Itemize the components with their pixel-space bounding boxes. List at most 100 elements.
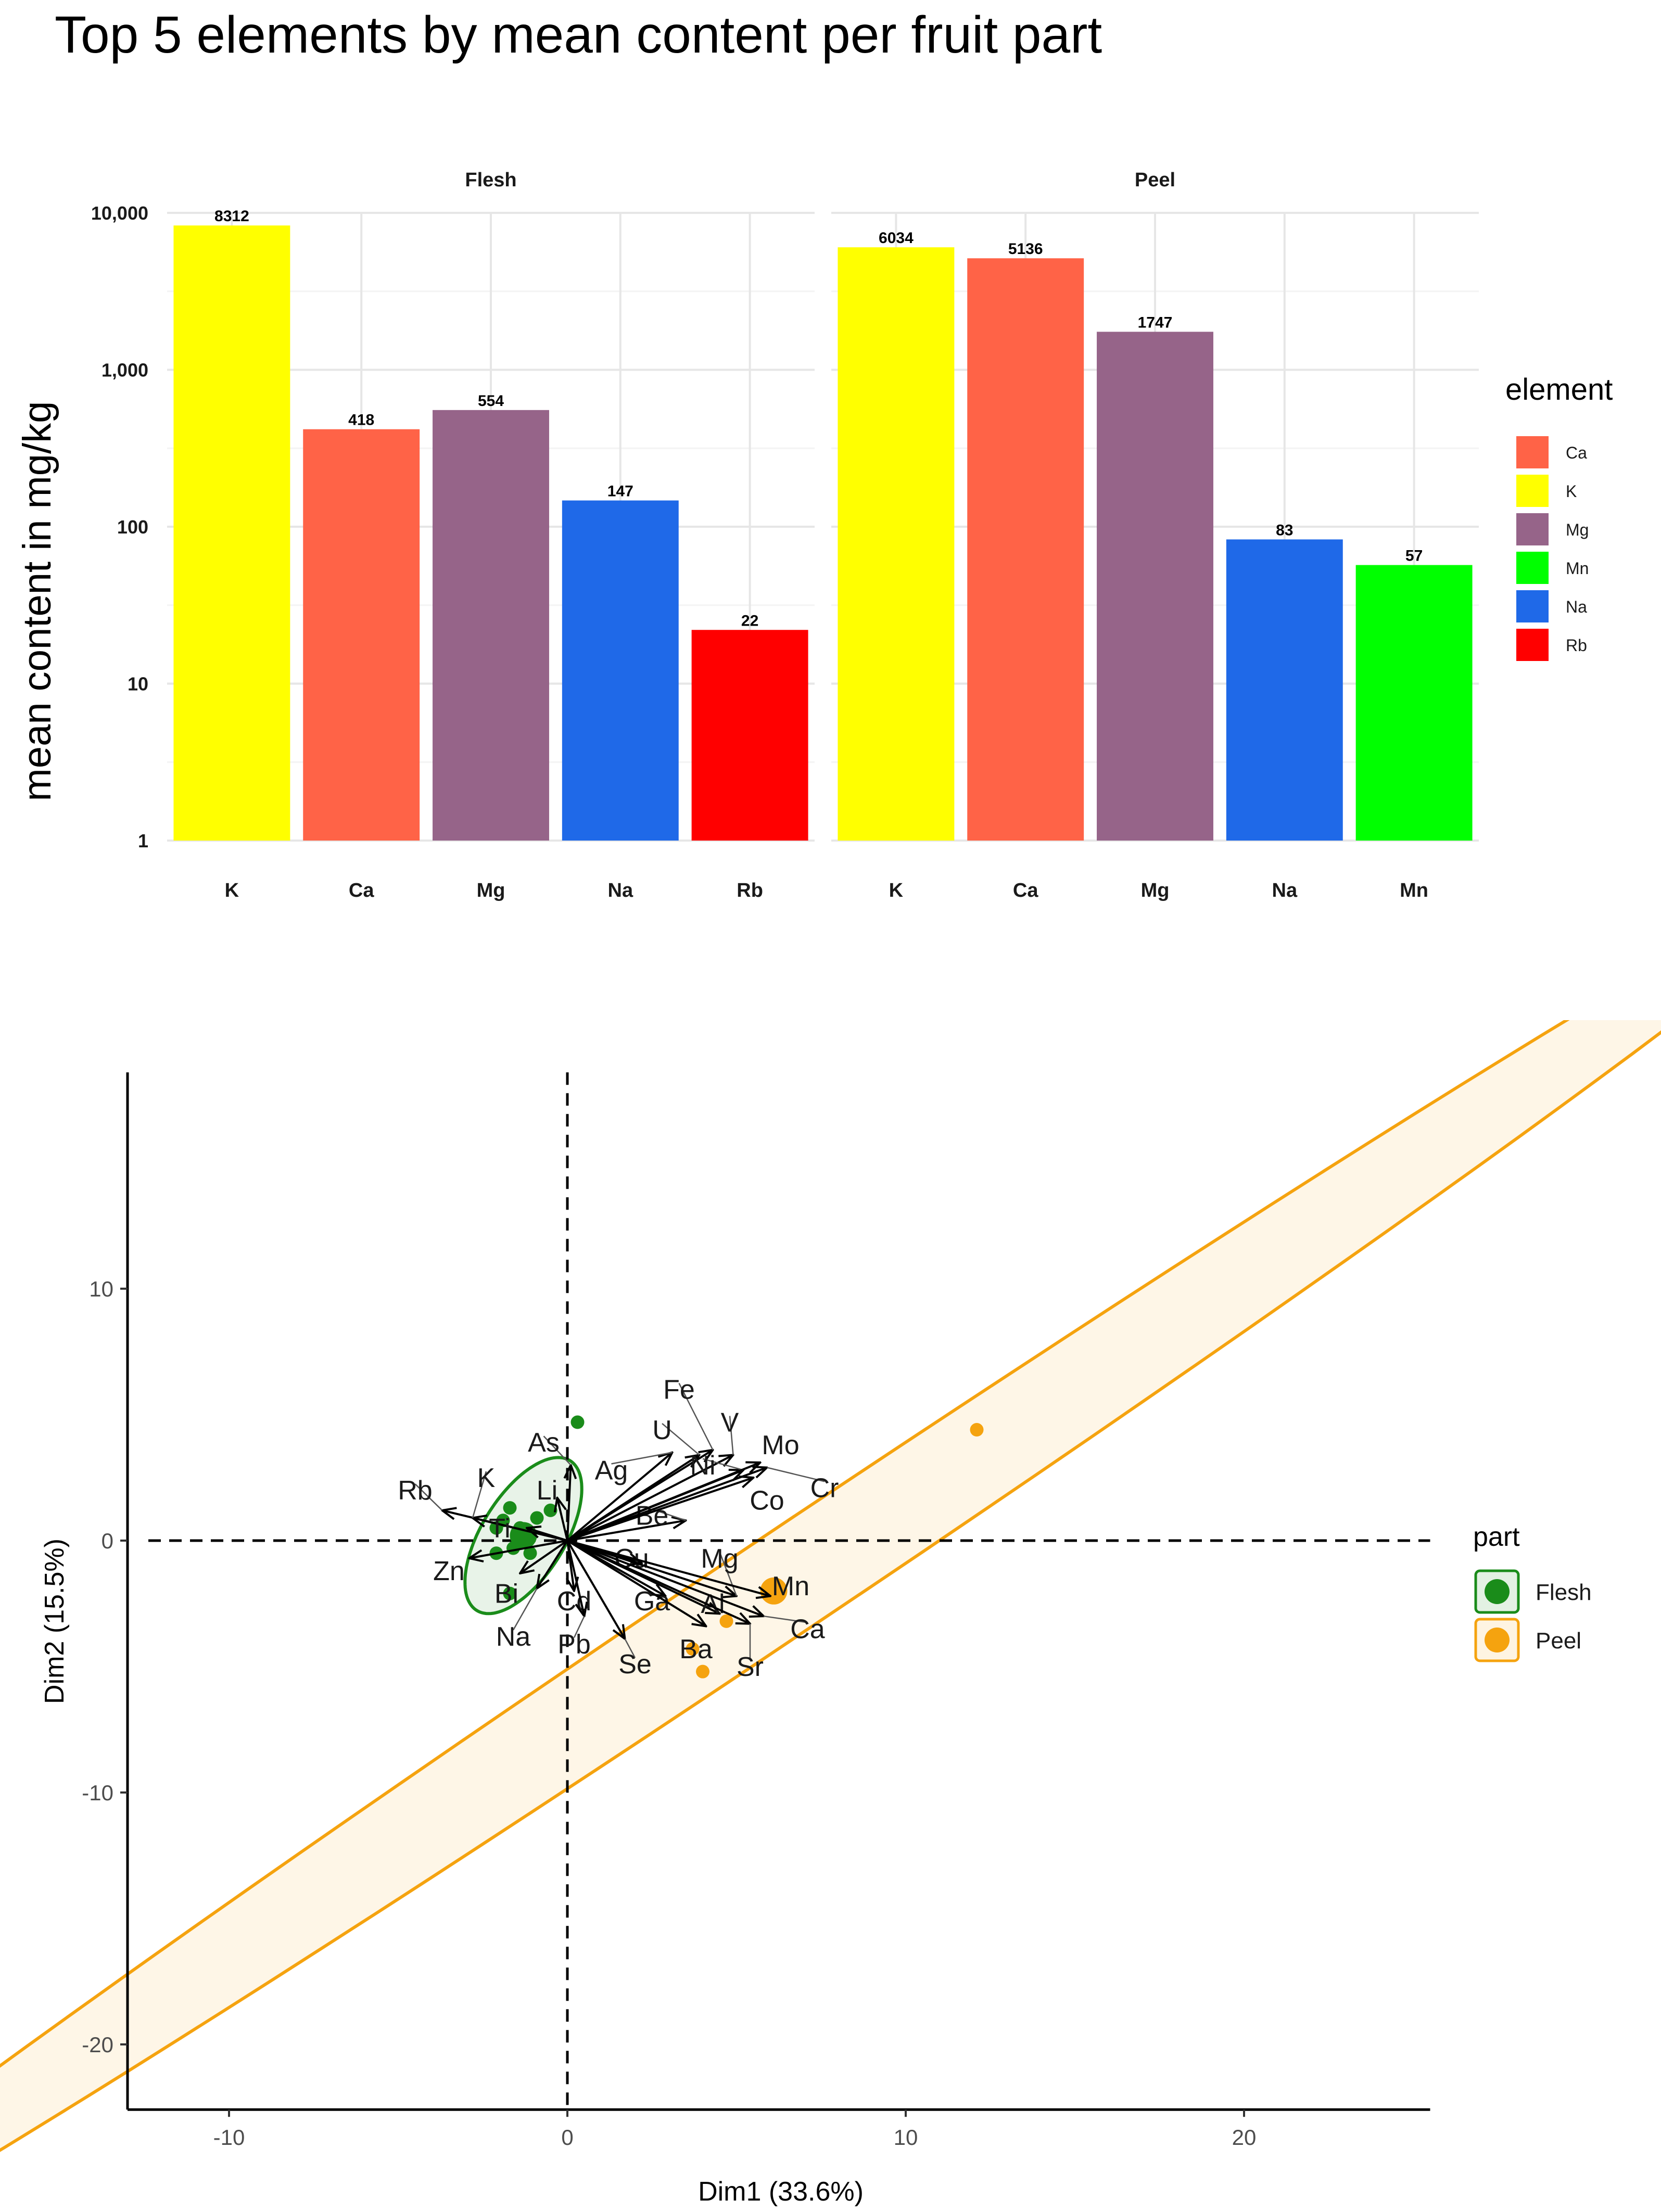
variable-label: Na	[496, 1622, 531, 1652]
point-flesh	[530, 1511, 544, 1525]
label-leader-line	[767, 1467, 825, 1482]
y-axis-label: Dim2 (15.5%)	[40, 1539, 70, 1704]
loading-arrow-mg	[567, 1540, 737, 1596]
loading-arrow-mo	[567, 1463, 760, 1542]
point-flesh	[523, 1546, 537, 1560]
bar-ca	[303, 429, 420, 841]
loading-arrow-fe	[566, 1450, 713, 1542]
bar-na	[1226, 539, 1343, 841]
facet-strip-label: Flesh	[465, 169, 516, 191]
legend-label: Mn	[1566, 559, 1589, 578]
label-leader-line	[719, 1552, 738, 1596]
x-tick-label: 0	[561, 2125, 573, 2150]
bar-value-label: 6034	[879, 230, 914, 247]
y-tick-label: 0	[102, 1529, 113, 1553]
facet-strip-label: Peel	[1135, 169, 1175, 191]
variable-label: Mn	[772, 1571, 809, 1601]
legend-dot-peel	[1485, 1628, 1510, 1652]
point-peel	[970, 1423, 984, 1437]
bar-mn	[1355, 565, 1473, 841]
variable-label: Mo	[762, 1430, 799, 1460]
legend-label: Flesh	[1536, 1580, 1592, 1605]
bar-mg	[1097, 332, 1213, 841]
legend-label: K	[1566, 482, 1577, 501]
loading-arrow-v	[567, 1455, 733, 1542]
variable-label: Ba	[679, 1634, 713, 1664]
bar-value-label: 83	[1276, 522, 1293, 539]
variable-label: Ga	[634, 1586, 670, 1617]
x-tick-label: Mn	[1400, 880, 1428, 901]
legend-label: Mg	[1566, 520, 1589, 539]
x-axis-label: Dim1 (33.6%)	[698, 2177, 864, 2207]
variable-label: U	[652, 1415, 672, 1445]
loading-arrow-mn	[567, 1540, 770, 1596]
label-leader-line	[729, 1416, 734, 1455]
x-tick-label: -10	[213, 2125, 245, 2150]
legend-swatch-na	[1516, 590, 1549, 622]
bar-ca	[967, 258, 1084, 841]
label-leader-line	[763, 1615, 808, 1623]
x-tick-label: 20	[1232, 2125, 1257, 2150]
y-tick-label: 100	[117, 516, 148, 538]
bar-value-label: 57	[1405, 548, 1423, 565]
point-flesh	[503, 1586, 517, 1600]
label-leader-line	[678, 1383, 714, 1451]
x-tick-label: Rb	[737, 880, 763, 901]
legend-label: Peel	[1536, 1628, 1581, 1654]
variable-label: As	[528, 1428, 560, 1458]
legend-swatch-mg	[1516, 513, 1549, 545]
x-tick-label: Ca	[349, 880, 374, 901]
bar-value-label: 147	[607, 483, 633, 500]
x-tick-label: Mg	[477, 880, 505, 901]
legend-label: Ca	[1566, 443, 1587, 462]
label-leader-line	[702, 1458, 744, 1471]
loading-arrow-zn	[470, 1540, 568, 1558]
legend-label: Rb	[1566, 636, 1587, 655]
legend-label: Na	[1566, 598, 1587, 616]
variable-label: Ti	[489, 1514, 510, 1544]
y-tick-label: 1	[138, 830, 148, 851]
variable-label: Pb	[557, 1629, 591, 1659]
variable-label: Ag	[595, 1455, 628, 1485]
bar-value-label: 418	[348, 412, 374, 429]
point-peel	[719, 1614, 733, 1628]
pca-legend: part Flesh Peel	[1473, 1522, 1592, 1662]
bar-y-axis-label: mean content in mg/kg	[15, 401, 59, 802]
centroid-flesh	[510, 1522, 537, 1549]
pca-plot-area: -10 0 10 20 -20 -10 0 10 Dim1 (33.6%) Dim2 (15.5%…	[0, 1020, 1661, 2207]
legend-swatch-k	[1516, 475, 1549, 507]
variable-label: Zn	[433, 1556, 465, 1586]
variable-label: Se	[618, 1649, 652, 1680]
loading-arrow-li	[557, 1498, 568, 1541]
bar-mg	[433, 410, 549, 841]
label-leader-line	[543, 1435, 572, 1466]
bar-value-label: 8312	[214, 208, 249, 225]
label-leader-line	[624, 1638, 636, 1658]
loading-arrow-cr	[567, 1468, 767, 1542]
page-title: Top 5 elements by mean content per fruit…	[55, 6, 1102, 64]
x-tick-label: Na	[1272, 880, 1298, 901]
x-tick-label: K	[889, 880, 904, 901]
bar-na	[562, 500, 679, 841]
loading-arrow-k	[473, 1518, 568, 1542]
variable-label: Ca	[790, 1614, 825, 1644]
loading-arrow-ca	[567, 1540, 764, 1616]
legend-swatch-mn	[1516, 552, 1549, 584]
bar-legend: element Ca K Mg Mn Na Rb	[1505, 373, 1613, 661]
y-tick-label: 10	[89, 1277, 113, 1301]
label-leader-line	[512, 1588, 538, 1631]
label-leader-line	[611, 1452, 673, 1465]
variable-label: Sr	[737, 1652, 764, 1682]
bar-rb	[691, 630, 808, 841]
loading-arrow-sr	[567, 1540, 750, 1624]
bar-value-label: 22	[741, 612, 758, 629]
variable-label: Co	[750, 1486, 784, 1516]
bar-value-label: 554	[478, 392, 504, 410]
label-leader-line	[573, 1616, 585, 1638]
legend-swatch-rb	[1516, 629, 1549, 661]
loading-arrow-as	[567, 1465, 571, 1541]
loading-arrow-be	[567, 1520, 686, 1542]
bar-value-label: 5136	[1008, 240, 1043, 258]
bar-value-label: 1747	[1138, 314, 1173, 331]
variable-label: Cd	[557, 1586, 591, 1617]
